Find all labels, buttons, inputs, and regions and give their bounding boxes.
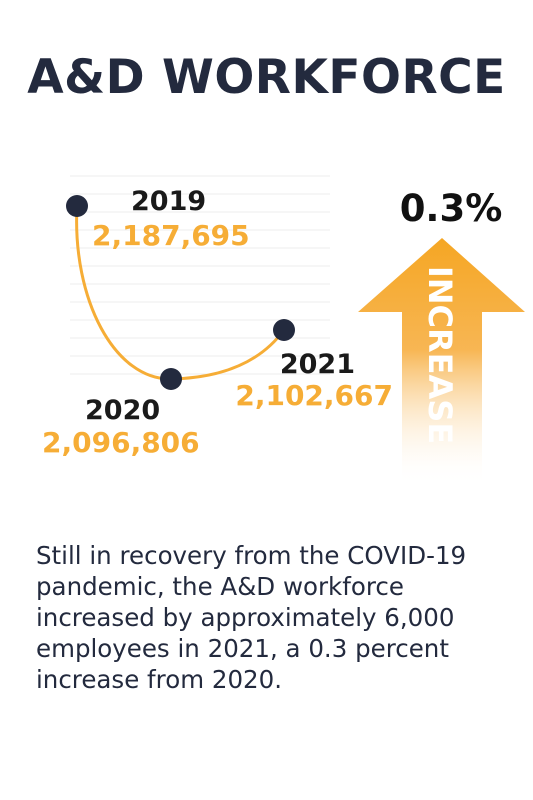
year-label-2021: 2021 bbox=[280, 349, 355, 380]
year-label-2020: 2020 bbox=[85, 395, 160, 426]
description-text: Still in recovery from the COVID-19 pand… bbox=[36, 541, 467, 695]
year-label-2019: 2019 bbox=[131, 186, 206, 217]
data-point-2021 bbox=[273, 319, 295, 341]
data-points bbox=[66, 195, 295, 390]
increase-label: INCREASE bbox=[421, 266, 459, 444]
increase-percent: 0.3% bbox=[400, 187, 503, 230]
value-label-2019: 2,187,695 bbox=[92, 219, 250, 252]
data-point-2019 bbox=[66, 195, 88, 217]
value-label-2020: 2,096,806 bbox=[42, 426, 200, 459]
up-arrow-icon bbox=[358, 238, 525, 486]
data-point-2020 bbox=[160, 368, 182, 390]
page-title: A&D WORKFORCE bbox=[27, 50, 506, 105]
value-label-2021: 2,102,667 bbox=[235, 379, 393, 412]
increase-arrow: 0.3% INCREASE bbox=[358, 187, 525, 486]
